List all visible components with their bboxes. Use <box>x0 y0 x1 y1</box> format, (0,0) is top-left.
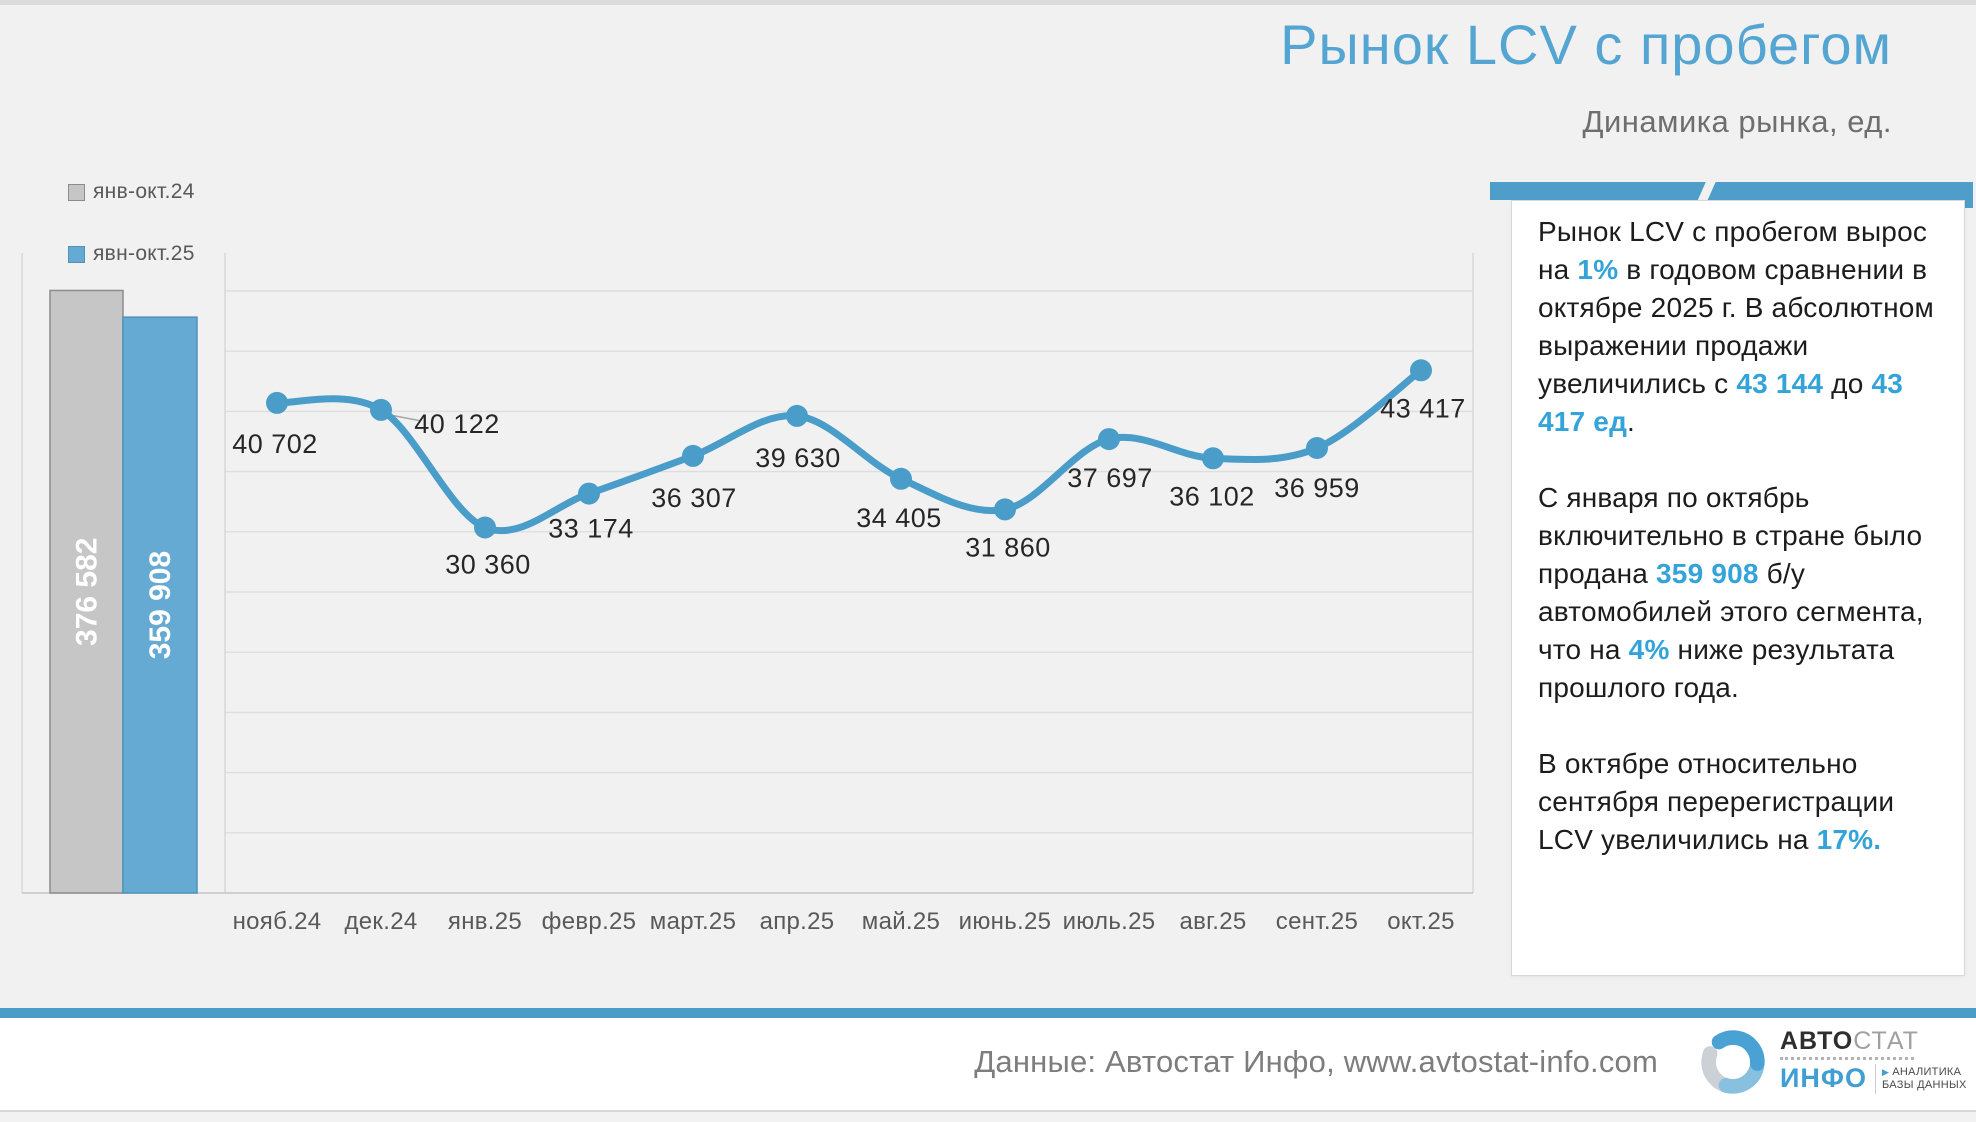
x-axis-label: дек.24 <box>344 908 417 935</box>
data-label: 34 405 <box>856 503 942 533</box>
legend-label: явн-окт.25 <box>93 242 195 265</box>
logo-subrow: ИНФО ▶ АНАЛИТИКА БАЗЫ ДАННЫХ <box>1780 1063 1967 1094</box>
data-label: 40 122 <box>414 409 500 439</box>
line-point-янв.25 <box>474 516 496 539</box>
paragraph-text: б/у автомобилей этого сегмента, что на <box>1538 558 1924 665</box>
highlighted-value: 4% <box>1628 634 1670 665</box>
data-label: 37 697 <box>1067 463 1153 493</box>
paragraph-text: ниже результата прошлого года. <box>1538 634 1895 703</box>
data-label: 40 702 <box>232 429 318 459</box>
footer-background <box>0 1018 1976 1110</box>
data-label: 30 360 <box>445 550 531 580</box>
bar-value-label: 359 908 <box>144 551 177 659</box>
data-label: 36 102 <box>1169 481 1255 511</box>
bar-явн-окт.25 <box>122 316 198 894</box>
logo-divider <box>1874 1063 1876 1094</box>
paragraph-text: С января по октябрь включительно в стран… <box>1538 482 1923 589</box>
legend-swatch-icon <box>68 245 85 263</box>
logo-swirl-icon <box>1701 1030 1765 1094</box>
x-axis-label: сент.25 <box>1276 908 1358 935</box>
x-axis-label: апр.25 <box>760 908 835 935</box>
data-label: 36 307 <box>651 483 737 513</box>
data-label: 43 417 <box>1380 393 1466 423</box>
panel-paragraphs: Рынок LCV с пробегом вырос на 1% в годов… <box>1512 201 1964 859</box>
x-axis-label: май.25 <box>862 908 940 935</box>
line-point-нояб.24 <box>266 391 288 414</box>
x-axis-label: нояб.24 <box>233 908 322 935</box>
x-axis-label: февр.25 <box>542 908 637 935</box>
x-axis-label: авг.25 <box>1179 908 1246 935</box>
logo-tag-databases: БАЗЫ ДАННЫХ <box>1881 1078 1967 1091</box>
logo-arrow-icon: ▶ <box>1881 1066 1890 1077</box>
highlighted-value: 43 144 <box>1736 368 1824 399</box>
page-title: Рынок LCV с пробегом <box>1280 13 1892 76</box>
commentary-panel: Рынок LCV с пробегом вырос на 1% в годов… <box>1511 200 1965 976</box>
data-label: 36 959 <box>1274 473 1360 503</box>
line-point-март.25 <box>682 444 704 467</box>
logo-brand-stat: СТАТ <box>1853 1027 1919 1055</box>
line-point-май.25 <box>890 467 912 490</box>
bottom-border-line <box>0 1110 1976 1112</box>
paragraph-text: до <box>1823 368 1872 399</box>
paragraph-text: в годовом сравнении в октябре 2025 г. В … <box>1538 254 1934 399</box>
logo-brand-avto: АВТО <box>1780 1027 1854 1055</box>
legend-swatch-icon <box>68 183 85 201</box>
line-series <box>273 366 1425 535</box>
line-point-февр.25 <box>578 482 600 505</box>
legend-label: янв-окт.24 <box>93 180 195 203</box>
x-axis-label: окт.25 <box>1387 908 1455 935</box>
panel-accent-bar <box>1490 177 1973 206</box>
panel-paragraph: В октябре относительно сентября перереги… <box>1538 745 1946 859</box>
line-point-июнь.25 <box>994 498 1016 521</box>
avtostat-logo: АВТОСТАТ ИНФО ▶ АНАЛИТИКА БАЗЫ ДАННЫХ <box>1694 1022 1967 1100</box>
top-strip <box>0 0 1976 5</box>
logo-brand: АВТОСТАТ <box>1780 1028 1967 1054</box>
highlighted-value: 1% <box>1577 254 1619 285</box>
line-point-июль.25 <box>1098 428 1120 451</box>
line-point-авг.25 <box>1202 447 1224 470</box>
line-point-апр.25 <box>786 404 808 427</box>
logo-info: ИНФО <box>1780 1063 1867 1093</box>
line-point-окт.25 <box>1410 359 1432 382</box>
data-label: 39 630 <box>755 443 841 473</box>
highlighted-value: 17%. <box>1816 824 1882 855</box>
panel-paragraph: С января по октябрь включительно в стран… <box>1538 479 1946 707</box>
chart-subtitle: Динамика рынка, ед. <box>1582 104 1892 139</box>
logo-tag-analytics-label: АНАЛИТИКА <box>1892 1065 1962 1078</box>
chart-legend: янв-окт.24 явн-окт.25 <box>68 180 195 305</box>
line-point-сент.25 <box>1306 437 1328 459</box>
logo-text: АВТОСТАТ ИНФО ▶ АНАЛИТИКА БАЗЫ ДАННЫХ <box>1780 1028 1967 1094</box>
legend-item-1: явн-окт.25 <box>68 242 195 265</box>
paragraph-text: В октябре относительно сентября перереги… <box>1538 748 1895 855</box>
data-label: 31 860 <box>965 532 1051 562</box>
legend-item-0: янв-окт.24 <box>68 180 195 203</box>
bar-янв-окт.24 <box>49 289 124 894</box>
x-axis-label: июнь.25 <box>959 908 1052 935</box>
data-label: 33 174 <box>548 514 634 544</box>
panel-paragraph: Рынок LCV с пробегом вырос на 1% в годов… <box>1538 213 1946 441</box>
bottom-padding <box>0 1112 1976 1122</box>
footer-divider-bar <box>0 1008 1976 1018</box>
highlighted-value: 43 417 ед <box>1538 368 1904 437</box>
bar-value-label: 376 582 <box>71 538 104 646</box>
data-source-text: Данные: Автостат Инфо, www.avtostat-info… <box>974 1044 1658 1079</box>
line-point-дек.24 <box>370 398 392 421</box>
x-axis-label: июль.25 <box>1063 908 1156 935</box>
x-axis-label: март.25 <box>650 908 736 935</box>
logo-tags: ▶ АНАЛИТИКА БАЗЫ ДАННЫХ <box>1882 1066 1967 1092</box>
logo-dotted-line <box>1780 1057 1914 1060</box>
x-axis-label: янв.25 <box>448 908 522 935</box>
paragraph-text: . <box>1627 406 1636 437</box>
logo-tag-analytics: ▶ АНАЛИТИКА <box>1882 1066 1967 1079</box>
paragraph-text: Рынок LCV с пробегом вырос на <box>1538 216 1928 285</box>
highlighted-value: 359 908 <box>1656 558 1759 589</box>
